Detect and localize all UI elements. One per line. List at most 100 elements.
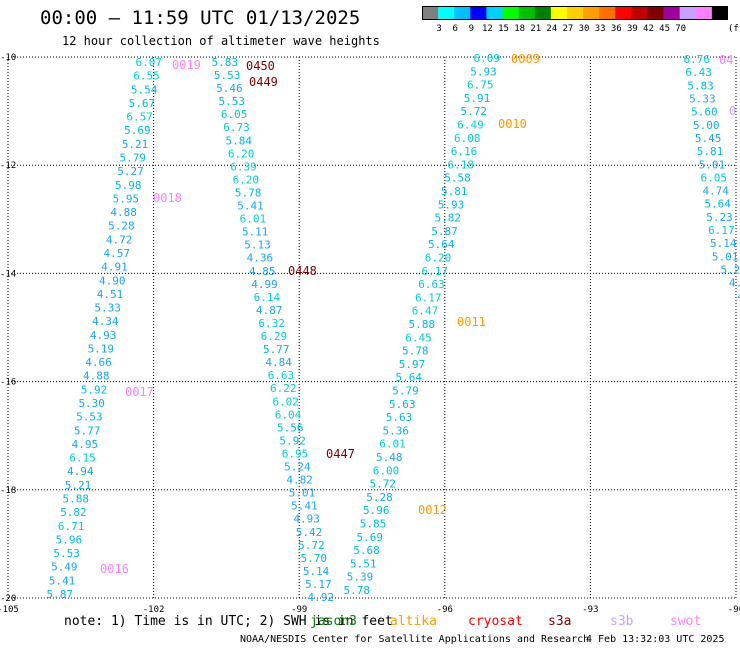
y-tick-label: -10	[0, 53, 16, 63]
wave-height-value: 5.81	[441, 185, 468, 198]
wave-height-value: 5.21	[65, 479, 92, 492]
colorbar-swatch	[663, 6, 680, 20]
colorbar-swatch	[486, 6, 503, 20]
wave-height-value: 5.28	[108, 220, 135, 233]
y-tick-label: -20	[0, 594, 16, 604]
wave-height-value: 4.72	[106, 233, 133, 246]
wave-height-value: 6.43	[685, 66, 712, 79]
wave-height-value: 5.79	[120, 151, 147, 164]
colorbar-swatch	[615, 6, 632, 20]
colorbar-label: 3	[436, 24, 441, 34]
wave-height-value: 5.41	[49, 574, 76, 587]
wave-height-value: 5.96	[363, 504, 390, 517]
colorbar-label: 42	[643, 24, 654, 34]
wave-height-value: 5.46	[216, 82, 243, 95]
wave-height-value: 5.48	[376, 451, 403, 464]
wave-height-value: 5.82	[435, 212, 462, 225]
wave-height-value: 5.28	[366, 491, 393, 504]
wave-height-value: 6.16	[451, 145, 478, 158]
x-tick-label: -105	[0, 605, 19, 615]
wave-height-value: 5.23	[706, 211, 733, 224]
x-tick-label: -99	[291, 605, 307, 615]
wave-height-value: 6.39	[230, 160, 257, 173]
colorbar-border	[422, 6, 728, 20]
wave-height-value: 5.88	[409, 318, 436, 331]
wave-height-value: 4.93	[293, 513, 320, 526]
wave-height-value: 4.92	[308, 591, 335, 604]
page-title: 00:00 – 11:59 UTC 01/13/2025	[40, 7, 361, 29]
satellite-legend-item: s3a	[548, 614, 571, 629]
satellite-legend-item: jason3	[310, 614, 357, 629]
wave-height-value: 6.57	[126, 111, 153, 124]
wave-height-value: 6.05	[221, 108, 248, 121]
wave-height-value: 6.73	[223, 121, 250, 134]
pass-label: 0017	[125, 385, 154, 399]
wave-height-value: 5.79	[392, 385, 419, 398]
wave-height-value: 6.49	[457, 119, 484, 132]
pass-label: 0450	[246, 59, 275, 73]
wave-height-value: 5.97	[399, 358, 426, 371]
wave-height-value: 5.63	[386, 411, 413, 424]
wave-height-value: 5.72	[298, 539, 325, 552]
wave-height-value: 6.01	[379, 438, 406, 451]
wave-height-value: 6.29	[261, 330, 288, 343]
colorbar-swatch	[647, 6, 664, 20]
generation-timestamp: 4 Feb 13:32:03 UTC 2025	[586, 634, 725, 645]
colorbar-swatch	[454, 6, 471, 20]
wave-height-value: 5.33	[689, 92, 716, 105]
wave-height-value: 6.08	[454, 132, 481, 145]
satellite-legend-item: swot	[670, 614, 701, 629]
wave-height-value: 5.39	[347, 571, 374, 584]
wave-height-value: 6.55	[133, 70, 160, 83]
colorbar-swatch	[470, 6, 487, 20]
pass-label: 0	[729, 104, 736, 118]
wave-height-value: 5.82	[60, 506, 87, 519]
colorbar-swatch	[679, 6, 697, 20]
wave-height-value: 5.81	[697, 145, 724, 158]
wave-height-value: 5.53	[76, 411, 103, 424]
credit-text: NOAA/NESDIS Center for Satellite Applica…	[240, 634, 590, 645]
wave-height-value: 6.01	[240, 213, 267, 226]
wave-height-value: 5.87	[47, 588, 74, 601]
wave-height-value: 5.11	[242, 226, 269, 239]
pass-label: 0016	[100, 562, 129, 576]
wave-height-value: 5.27	[117, 165, 144, 178]
wave-height-value: 5.64	[396, 371, 423, 384]
colorbar-swatch	[566, 6, 584, 20]
wave-height-value: 5.83	[687, 79, 714, 92]
wave-height-value: 5.91	[464, 92, 491, 105]
wave-height-value: 5.30	[78, 397, 105, 410]
colorbar-label: 21	[530, 24, 541, 34]
wave-height-value: 4.94	[67, 465, 94, 478]
colorbar-label: 24	[546, 24, 557, 34]
wave-height-value: 6.47	[412, 305, 439, 318]
satellite-legend-item: cryosat	[468, 614, 523, 629]
wave-height-value: 5.36	[383, 424, 410, 437]
y-tick-label: -18	[0, 486, 16, 496]
wave-height-value: 4.51	[97, 288, 124, 301]
satellite-legend-item: altika	[390, 614, 437, 629]
colorbar-label: 33	[595, 24, 606, 34]
wave-height-value: 4.87	[256, 304, 283, 317]
wave-height-value: 6.17	[422, 265, 449, 278]
wave-height-value: 5.33	[94, 302, 121, 315]
wave-height-value: 4.88	[110, 206, 137, 219]
wave-height-value: 5.72	[370, 478, 397, 491]
wave-height-value: 6.20	[228, 147, 255, 160]
wave-height-value: 6.18	[448, 158, 475, 171]
wave-height-value: 5.53	[53, 547, 80, 560]
wave-height-value: 4.85	[249, 265, 276, 278]
wave-height-value: 5.77	[263, 343, 290, 356]
pass-labels: 0019 0018 0017 0016 0450 0449 0448 0447 0009 0010…	[100, 52, 736, 576]
colorbar	[422, 6, 728, 20]
wave-height-value: 4.82	[286, 474, 313, 487]
pass-label: 0448	[288, 264, 317, 278]
wave-height-value: 5.77	[74, 424, 101, 437]
wave-height-value: 6.63	[268, 369, 295, 382]
wave-height-value: 4.91	[101, 261, 128, 274]
wave-height-value: 5.67	[129, 97, 156, 110]
wave-height-value: 5.14	[710, 237, 737, 250]
pass-label: 0447	[326, 447, 355, 461]
wave-height-value: 6.05	[701, 171, 728, 184]
colorbar-swatch	[502, 6, 519, 20]
